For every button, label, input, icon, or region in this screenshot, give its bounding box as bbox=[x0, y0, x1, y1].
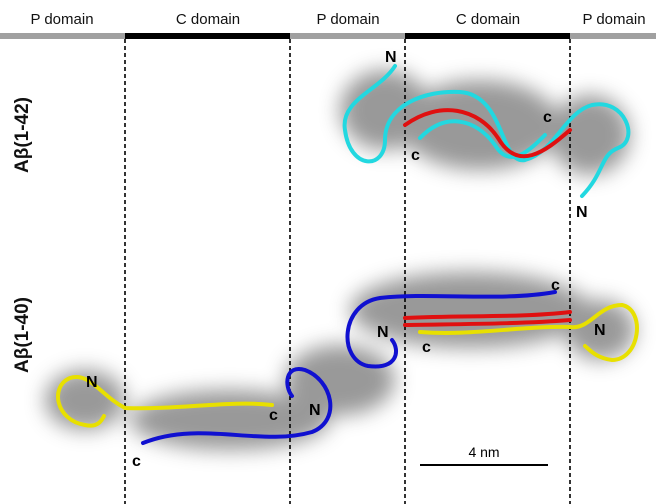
domain-label: P domain bbox=[582, 11, 645, 28]
chain bbox=[56, 375, 274, 428]
terminus-label: c bbox=[411, 147, 420, 164]
chain bbox=[418, 119, 547, 159]
chain bbox=[403, 318, 572, 327]
terminus-label: N bbox=[576, 204, 588, 221]
domain-label: C domain bbox=[176, 11, 240, 28]
density-map bbox=[45, 70, 635, 450]
terminus-label: N bbox=[377, 324, 389, 341]
chain bbox=[141, 367, 333, 445]
chain bbox=[342, 64, 631, 198]
terminus-label: c bbox=[543, 109, 552, 126]
terminus-label: c bbox=[422, 339, 431, 356]
terminus-label: c bbox=[269, 407, 278, 424]
terminus-label: N bbox=[385, 49, 397, 66]
row-label: Aβ(1-42) bbox=[12, 97, 33, 173]
domain-label: P domain bbox=[30, 11, 93, 28]
domain-bar bbox=[0, 33, 656, 39]
terminus-label: N bbox=[86, 374, 98, 391]
chain bbox=[345, 290, 557, 369]
chain bbox=[403, 108, 572, 159]
domain-label: C domain bbox=[456, 11, 520, 28]
terminus-label: c bbox=[551, 277, 560, 294]
terminus-label: c bbox=[132, 453, 141, 470]
chain bbox=[418, 302, 639, 363]
terminus-label: N bbox=[594, 322, 606, 339]
domain-label: P domain bbox=[316, 11, 379, 28]
chain bbox=[403, 310, 572, 320]
terminus-label: N bbox=[309, 402, 321, 419]
row-label: Aβ(1-40) bbox=[12, 297, 33, 373]
scale-label: 4 nm bbox=[468, 444, 499, 460]
